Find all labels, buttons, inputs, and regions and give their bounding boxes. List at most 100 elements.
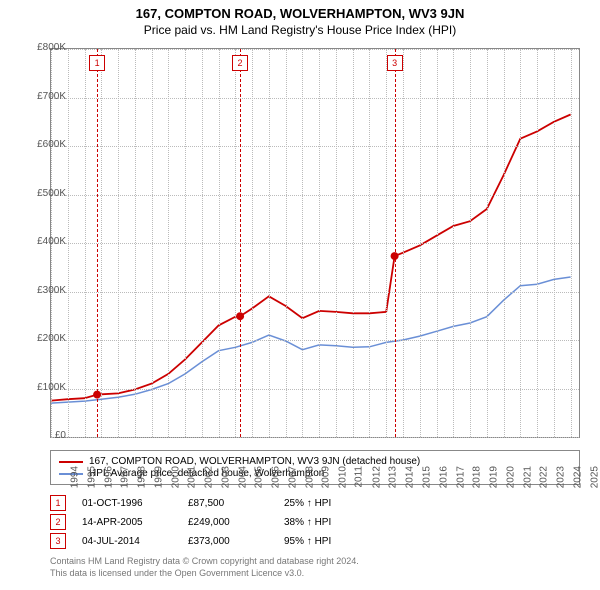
chart-area: 1 2 3 bbox=[50, 48, 580, 438]
x-axis-label: 2004 bbox=[237, 466, 248, 488]
y-axis-label: £800K bbox=[22, 42, 66, 53]
gridline-h bbox=[51, 340, 579, 341]
x-axis-label: 2018 bbox=[472, 466, 483, 488]
gridline-v bbox=[202, 49, 203, 437]
x-axis-label: 1997 bbox=[120, 466, 131, 488]
gridline-v bbox=[537, 49, 538, 437]
x-axis-label: 1996 bbox=[103, 466, 114, 488]
gridline-v bbox=[235, 49, 236, 437]
gridline-v bbox=[554, 49, 555, 437]
gridline-h bbox=[51, 389, 579, 390]
x-axis-label: 2003 bbox=[220, 466, 231, 488]
gridline-v bbox=[504, 49, 505, 437]
gridline-v bbox=[520, 49, 521, 437]
x-axis-label: 2007 bbox=[287, 466, 298, 488]
sale-marker-line bbox=[240, 49, 241, 437]
footer-line1: Contains HM Land Registry data © Crown c… bbox=[50, 556, 580, 568]
x-axis-label: 2019 bbox=[488, 466, 499, 488]
x-axis-label: 2017 bbox=[455, 466, 466, 488]
event-row: 1 01-OCT-1996 £87,500 25% ↑ HPI bbox=[50, 495, 580, 511]
gridline-v bbox=[403, 49, 404, 437]
gridline-v bbox=[152, 49, 153, 437]
gridline-h bbox=[51, 195, 579, 196]
event-date: 01-OCT-1996 bbox=[82, 498, 172, 509]
x-axis-label: 2020 bbox=[505, 466, 516, 488]
gridline-h bbox=[51, 98, 579, 99]
event-price: £249,000 bbox=[188, 517, 268, 528]
gridline-h bbox=[51, 292, 579, 293]
gridline-h bbox=[51, 243, 579, 244]
gridline-h bbox=[51, 437, 579, 438]
gridline-v bbox=[118, 49, 119, 437]
sale-marker-badge: 1 bbox=[89, 55, 105, 71]
sale-marker-line bbox=[97, 49, 98, 437]
gridline-v bbox=[336, 49, 337, 437]
x-axis-label: 2008 bbox=[304, 466, 315, 488]
sale-marker-badge: 3 bbox=[387, 55, 403, 71]
x-axis-label: 2011 bbox=[353, 466, 364, 488]
x-axis-label: 2024 bbox=[572, 466, 583, 488]
gridline-v bbox=[269, 49, 270, 437]
gridline-v bbox=[219, 49, 220, 437]
event-delta: 38% ↑ HPI bbox=[284, 517, 331, 528]
x-axis-label: 2014 bbox=[404, 466, 415, 488]
event-badge: 1 bbox=[50, 495, 66, 511]
x-axis-label: 2006 bbox=[270, 466, 281, 488]
gridline-v bbox=[68, 49, 69, 437]
footer-text: Contains HM Land Registry data © Crown c… bbox=[50, 556, 580, 579]
x-axis-label: 2015 bbox=[421, 466, 432, 488]
y-axis-label: £200K bbox=[22, 333, 66, 344]
gridline-v bbox=[302, 49, 303, 437]
event-delta: 25% ↑ HPI bbox=[284, 498, 331, 509]
gridline-v bbox=[470, 49, 471, 437]
x-axis-label: 2010 bbox=[337, 466, 348, 488]
x-axis-label: 2022 bbox=[539, 466, 550, 488]
gridline-h bbox=[51, 146, 579, 147]
x-axis-label: 1995 bbox=[86, 466, 97, 488]
x-axis-label: 2009 bbox=[321, 466, 332, 488]
sale-events: 1 01-OCT-1996 £87,500 25% ↑ HPI 2 14-APR-2005… bbox=[50, 492, 580, 552]
x-axis-label: 2000 bbox=[170, 466, 181, 488]
page: 167, COMPTON ROAD, WOLVERHAMPTON, WV3 9J… bbox=[0, 0, 600, 590]
event-price: £87,500 bbox=[188, 498, 268, 509]
y-axis-label: £0 bbox=[22, 430, 66, 441]
y-axis-label: £300K bbox=[22, 285, 66, 296]
x-axis-label: 2013 bbox=[388, 466, 399, 488]
y-axis-label: £700K bbox=[22, 91, 66, 102]
event-date: 04-JUL-2014 bbox=[82, 536, 172, 547]
gridline-v bbox=[353, 49, 354, 437]
event-row: 2 14-APR-2005 £249,000 38% ↑ HPI bbox=[50, 514, 580, 530]
x-axis-label: 2023 bbox=[555, 466, 566, 488]
x-axis-label: 2025 bbox=[589, 466, 600, 488]
y-axis-label: £400K bbox=[22, 236, 66, 247]
chart-title: 167, COMPTON ROAD, WOLVERHAMPTON, WV3 9J… bbox=[0, 0, 600, 21]
gridline-v bbox=[101, 49, 102, 437]
sale-marker-badge: 2 bbox=[232, 55, 248, 71]
y-axis-label: £100K bbox=[22, 382, 66, 393]
x-axis-label: 2001 bbox=[187, 466, 198, 488]
gridline-v bbox=[453, 49, 454, 437]
footer-line2: This data is licensed under the Open Gov… bbox=[50, 568, 580, 580]
gridline-v bbox=[319, 49, 320, 437]
event-row: 304-JUL-2014£373,00095% ↑ HPI bbox=[50, 533, 580, 549]
gridline-v bbox=[252, 49, 253, 437]
gridline-v bbox=[571, 49, 572, 437]
event-badge: 2 bbox=[50, 514, 66, 530]
x-axis-label: 2021 bbox=[522, 466, 533, 488]
gridline-v bbox=[369, 49, 370, 437]
gridline-v bbox=[386, 49, 387, 437]
x-axis-label: 2012 bbox=[371, 466, 382, 488]
gridline-v bbox=[168, 49, 169, 437]
gridline-v bbox=[487, 49, 488, 437]
gridline-v bbox=[437, 49, 438, 437]
y-axis-label: £600K bbox=[22, 139, 66, 150]
event-delta: 95% ↑ HPI bbox=[284, 536, 331, 547]
event-date: 14-APR-2005 bbox=[82, 517, 172, 528]
gridline-v bbox=[85, 49, 86, 437]
series-property bbox=[51, 115, 571, 401]
x-axis-label: 1998 bbox=[136, 466, 147, 488]
gridline-h bbox=[51, 49, 579, 50]
sale-marker-line bbox=[395, 49, 396, 437]
chart-subtitle: Price paid vs. HM Land Registry's House … bbox=[0, 21, 600, 37]
legend-swatch bbox=[59, 461, 83, 463]
